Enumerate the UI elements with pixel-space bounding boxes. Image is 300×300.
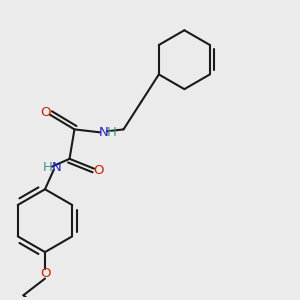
Text: H: H bbox=[43, 161, 53, 174]
Text: H: H bbox=[107, 126, 117, 139]
Text: O: O bbox=[40, 267, 50, 280]
Text: N: N bbox=[99, 126, 109, 139]
Text: N: N bbox=[52, 161, 62, 174]
Text: O: O bbox=[41, 106, 51, 119]
Text: O: O bbox=[94, 164, 104, 177]
